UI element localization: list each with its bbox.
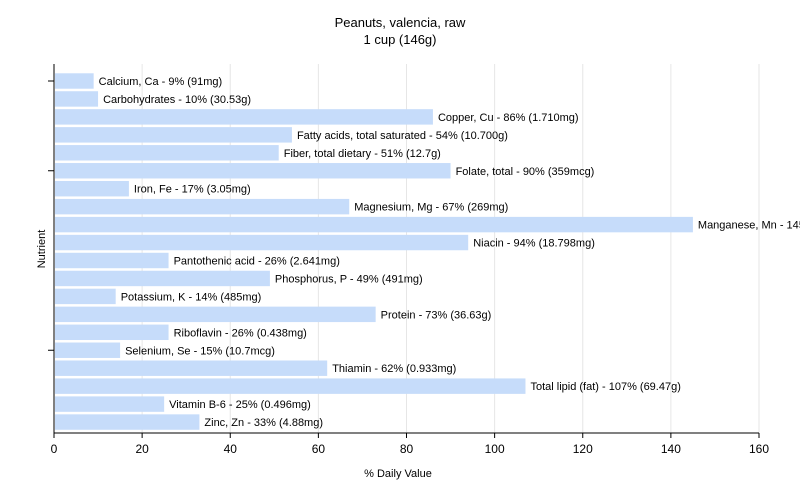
y-axis-title: Nutrient — [36, 230, 48, 269]
bar-label: Folate, total - 90% (359mcg) — [456, 166, 595, 178]
x-tick-label: 60 — [312, 442, 326, 456]
bar — [55, 270, 270, 287]
bar-label: Protein - 73% (36.63g) — [381, 309, 492, 321]
bar — [55, 216, 693, 233]
x-tick-label: 80 — [400, 442, 414, 456]
bar-label: Magnesium, Mg - 67% (269mg) — [354, 202, 508, 214]
bar — [55, 127, 292, 143]
bar-label: Niacin - 94% (18.798mg) — [473, 238, 595, 250]
bar-label: Vitamin B-6 - 25% (0.496mg) — [169, 399, 311, 411]
bar — [55, 252, 169, 269]
x-tick-label: 40 — [224, 442, 238, 456]
x-tick-label: 140 — [661, 442, 681, 456]
x-tick-label: 0 — [51, 442, 58, 456]
bar — [55, 198, 350, 215]
bar — [55, 180, 129, 197]
bar — [55, 163, 451, 179]
bar-label: Pantothenic acid - 26% (2.641mg) — [174, 256, 340, 268]
bar — [55, 396, 165, 412]
bar-label: Selenium, Se - 15% (10.7mcg) — [125, 345, 275, 357]
bar — [55, 145, 279, 161]
bar-labels: Calcium, Ca - 9% (91mg) Carbohydrates - 1… — [99, 76, 800, 429]
bar-label: Riboflavin - 26% (0.438mg) — [174, 327, 307, 339]
bar-label: Iron, Fe - 17% (3.05mg) — [134, 184, 251, 196]
x-tick-label: 160 — [749, 442, 769, 456]
bar-label: Total lipid (fat) - 107% (69.47g) — [530, 381, 680, 393]
bar — [55, 360, 328, 376]
x-axis-title: % Daily Value — [364, 468, 432, 480]
x-tick-label: 100 — [485, 442, 505, 456]
bar-label: Zinc, Zn - 33% (4.88mg) — [204, 417, 323, 429]
chart-title: Peanuts, valencia, raw — [335, 15, 466, 30]
bar-label: Potassium, K - 14% (485mg) — [121, 291, 262, 303]
bar-label: Thiamin - 62% (0.933mg) — [332, 363, 456, 375]
y-axis-ticks — [48, 80, 54, 351]
bar-label: Calcium, Ca - 9% (91mg) — [99, 76, 222, 88]
bar — [55, 414, 200, 430]
bar-label: Manganese, Mn - 145% (2.891mg) — [698, 220, 800, 232]
bar — [55, 378, 526, 394]
bar — [55, 109, 433, 125]
bar-label: Fiber, total dietary - 51% (12.7g) — [284, 148, 441, 160]
chart-subtitle: 1 cup (146g) — [364, 32, 437, 47]
x-tick-label: 20 — [135, 442, 149, 456]
bar-label: Phosphorus, P - 49% (491mg) — [275, 273, 423, 285]
bar — [55, 342, 121, 358]
bars — [55, 73, 693, 430]
bar-label: Copper, Cu - 86% (1.710mg) — [438, 112, 579, 124]
bar — [55, 288, 116, 305]
bar-label: Carbohydrates - 10% (30.53g) — [103, 94, 251, 106]
bar — [55, 234, 469, 251]
bar — [55, 306, 376, 323]
x-axis-ticks: 0 20 40 60 80 100 120 140 160 — [51, 433, 769, 456]
bar — [55, 324, 169, 341]
bar — [55, 73, 94, 89]
bar — [55, 91, 99, 107]
bar-label: Fatty acids, total saturated - 54% (10.7… — [297, 130, 508, 142]
x-tick-label: 120 — [573, 442, 593, 456]
